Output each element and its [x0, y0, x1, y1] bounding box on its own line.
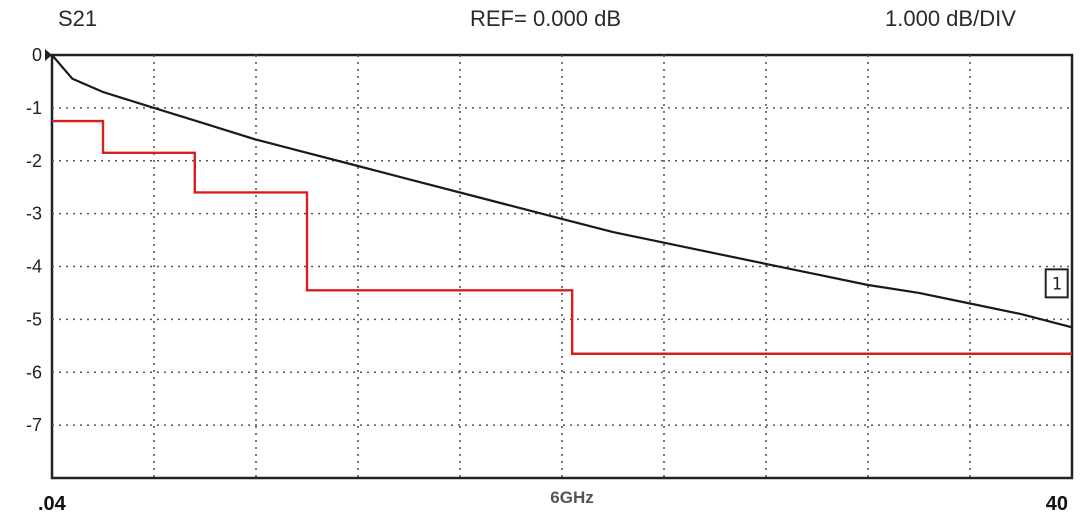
marker-box	[1044, 268, 1069, 299]
y-tick-label: -3	[26, 204, 42, 224]
y-tick-label: 0	[32, 45, 42, 65]
y-tick-label: -4	[26, 257, 42, 277]
y-tick-label: -5	[26, 309, 42, 329]
x-tick-label: .04	[38, 493, 67, 515]
y-tick-label: -6	[26, 362, 42, 382]
x-tick-label: 6GHz	[550, 488, 593, 507]
y-tick-label: -1	[26, 98, 42, 118]
reference-label: REF= 0.000 dB	[470, 6, 622, 31]
limit-line	[52, 119, 1072, 355]
y-tick-label: -7	[26, 415, 42, 435]
y-axis-ticks: 0 -1 -2 -3 -4 -5 -6 -7	[26, 45, 52, 435]
parameter-label: S21	[58, 6, 98, 31]
y-tick-label: -2	[26, 151, 42, 171]
measured-trace	[51, 54, 1073, 329]
x-axis-ticks: .04 6GHz 40	[38, 488, 1068, 515]
x-tick-label: 40	[1046, 493, 1068, 515]
scale-label: 1.000 dB/DIV	[885, 6, 1016, 31]
traces	[51, 54, 1073, 355]
grid	[50, 53, 1074, 480]
markers: 1	[1044, 268, 1069, 299]
marker-label: 1	[1052, 274, 1062, 294]
reference-arrow-icon	[45, 49, 52, 61]
